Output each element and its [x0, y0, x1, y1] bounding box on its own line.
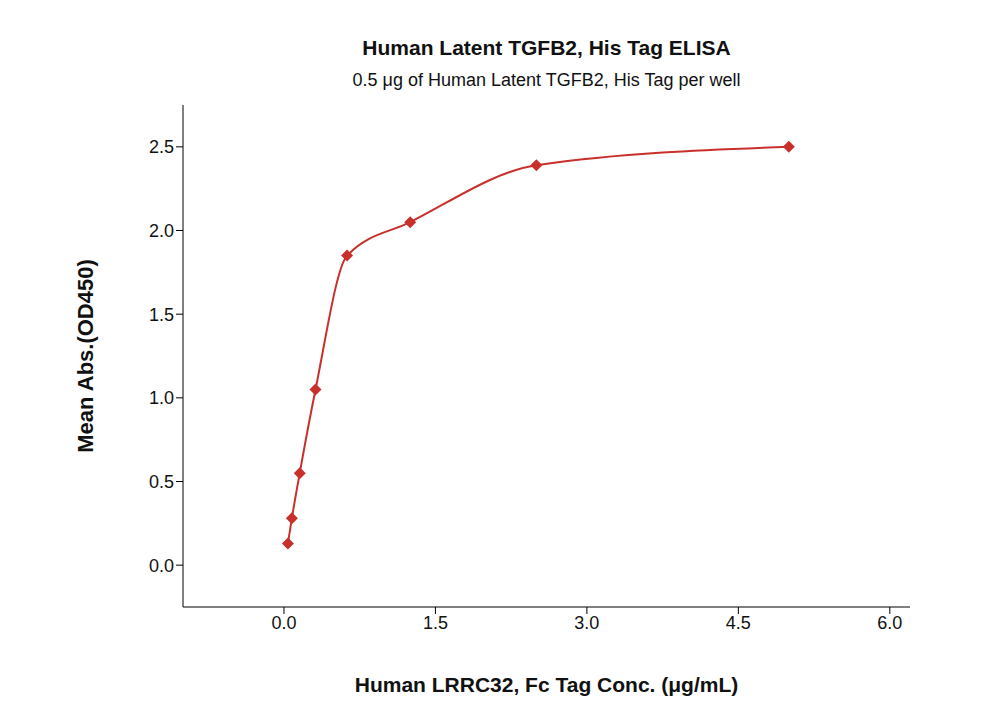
svg-text:Human LRRC32, Fc Tag Conc. (μg: Human LRRC32, Fc Tag Conc. (μg/mL) — [355, 673, 738, 696]
html-text:Human Latent TGFB2, His Tag EL: Human Latent TGFB2, His Tag ELISA — [362, 36, 731, 59]
svg-text:0.0: 0.0 — [271, 613, 296, 633]
svg-text:2.5: 2.5 — [149, 137, 174, 157]
svg-text:3.0: 3.0 — [574, 613, 599, 633]
svg-text:2.0: 2.0 — [149, 221, 174, 241]
svg-text:0.5: 0.5 — [149, 472, 174, 492]
html-text:0.5 μg of Human Latent TGFB2,: 0.5 μg of Human Latent TGFB2, His Tag pe… — [352, 70, 741, 90]
svg-text:4.5: 4.5 — [726, 613, 751, 633]
svg-text:0.0: 0.0 — [149, 556, 174, 576]
svg-text:1.5: 1.5 — [149, 305, 174, 325]
svg-text:Mean Abs.(OD450): Mean Abs.(OD450) — [73, 259, 98, 453]
svg-text:1.0: 1.0 — [149, 388, 174, 408]
svg-text:1.5: 1.5 — [423, 613, 448, 633]
svg-text:6.0: 6.0 — [877, 613, 902, 633]
